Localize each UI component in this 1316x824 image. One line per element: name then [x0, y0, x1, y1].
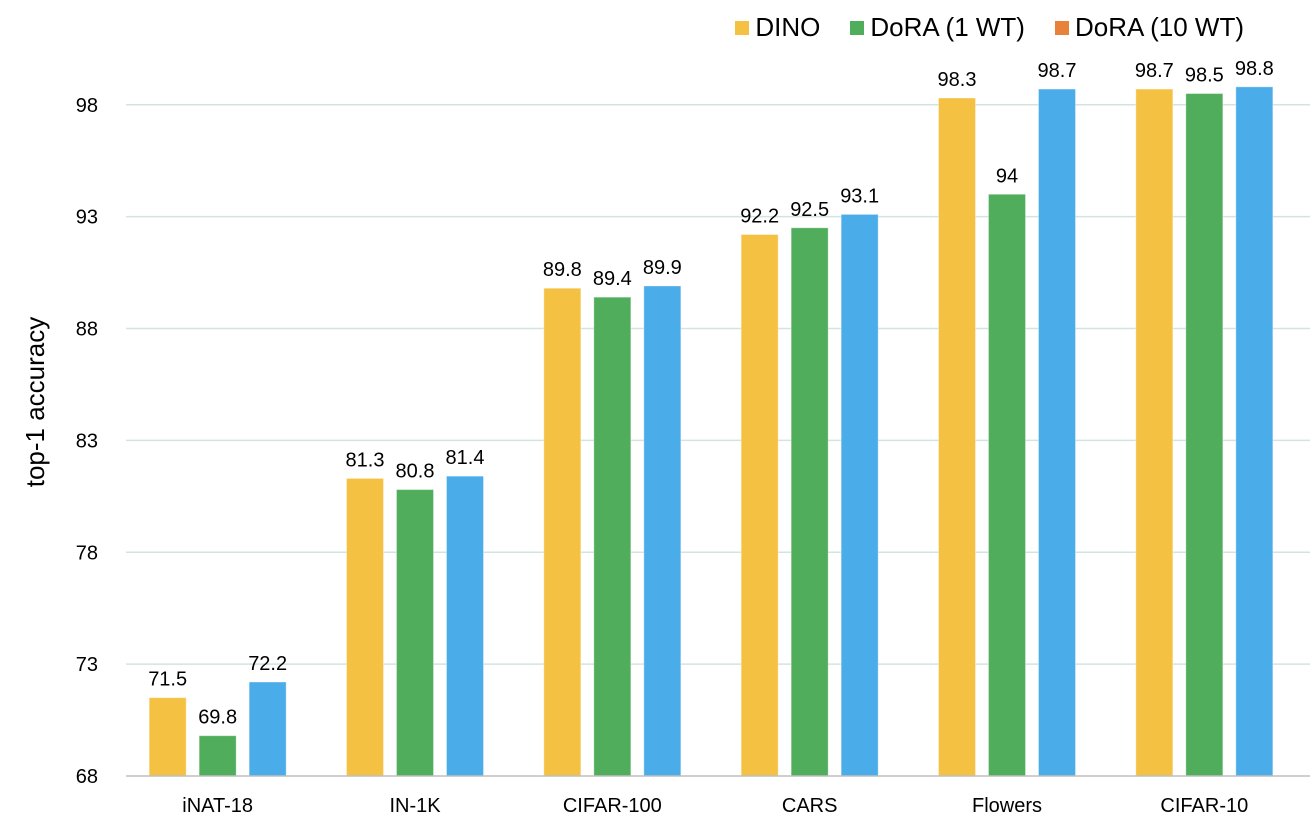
value-label: 92.2 — [740, 206, 779, 228]
legend-item-dino: DINO — [735, 12, 820, 43]
x-tick-label: Flowers — [972, 795, 1042, 817]
value-label: 89.9 — [643, 257, 682, 279]
x-tick-label: CIFAR-10 — [1160, 795, 1248, 817]
legend-swatch-dora-10wt — [1054, 20, 1069, 35]
legend-item-dora-1wt: DoRA (1 WT) — [850, 12, 1025, 43]
x-axis-ticks: iNAT-18 IN-1K CIFAR-100 CARS Flowers CIFAR-10 — [182, 795, 1248, 817]
legend-item-dora-10wt: DoRA (10 WT) — [1054, 12, 1244, 43]
value-label: 80.8 — [396, 461, 435, 483]
value-label: 72.2 — [248, 653, 287, 675]
legend-label-dora-10wt: DoRA (10 WT) — [1074, 12, 1244, 42]
bar — [198, 735, 237, 777]
value-label: 93.1 — [840, 185, 879, 207]
bar — [643, 285, 682, 777]
bar — [593, 296, 632, 777]
bar — [840, 213, 879, 777]
y-tick-label: 93 — [76, 207, 98, 229]
x-tick-label: CARS — [782, 795, 838, 817]
legend-label-dora-1wt: DoRA (1 WT) — [870, 12, 1025, 42]
bar — [988, 193, 1026, 777]
x-tick-label: IN-1K — [389, 795, 441, 817]
value-label: 98.7 — [1038, 60, 1077, 82]
y-tick-label: 88 — [76, 319, 98, 341]
value-label: 98.5 — [1185, 65, 1224, 87]
value-label: 94 — [996, 165, 1018, 187]
bar — [396, 489, 434, 777]
legend: DINO DoRA (1 WT) DoRA (10 WT) — [735, 12, 1244, 43]
value-label: 81.3 — [346, 449, 385, 471]
y-axis-title: top-1 accuracy — [20, 317, 50, 488]
y-tick-label: 83 — [76, 430, 98, 452]
value-label: 98.8 — [1235, 58, 1274, 80]
x-tick-label: CIFAR-100 — [563, 795, 662, 817]
y-axis-ticks: 68 73 78 83 88 93 98 — [76, 95, 98, 788]
bars — [148, 86, 1274, 777]
value-label: 71.5 — [148, 669, 187, 691]
bar — [148, 697, 187, 777]
x-tick-label: iNAT-18 — [182, 795, 253, 817]
bar — [790, 227, 829, 777]
value-label: 92.5 — [790, 199, 829, 221]
bar — [1185, 93, 1224, 777]
value-label: 81.4 — [446, 447, 485, 469]
bar — [740, 234, 779, 777]
bar — [1135, 88, 1174, 777]
value-label: 89.4 — [593, 268, 632, 290]
y-tick-label: 73 — [76, 654, 98, 676]
y-tick-label: 98 — [76, 95, 98, 117]
bar — [543, 287, 582, 777]
bar — [446, 475, 484, 777]
y-tick-label: 68 — [76, 766, 98, 788]
value-label: 98.7 — [1135, 60, 1174, 82]
bar — [346, 477, 384, 777]
value-labels: 71.5 69.8 72.2 81.3 80.8 81.4 89.8 89.4 89.9 92.2… — [148, 58, 1274, 729]
legend-swatch-dora-1wt — [850, 20, 865, 35]
bar — [1235, 86, 1274, 777]
value-label: 89.8 — [543, 259, 582, 281]
y-tick-label: 78 — [76, 542, 98, 564]
legend-swatch-dino — [735, 20, 750, 35]
legend-label-dino: DINO — [755, 12, 821, 42]
bar — [248, 681, 287, 777]
bar — [938, 97, 976, 777]
gridlines — [126, 104, 1310, 665]
value-label: 69.8 — [198, 707, 237, 729]
bar — [1038, 88, 1076, 777]
value-label: 98.3 — [938, 69, 977, 91]
